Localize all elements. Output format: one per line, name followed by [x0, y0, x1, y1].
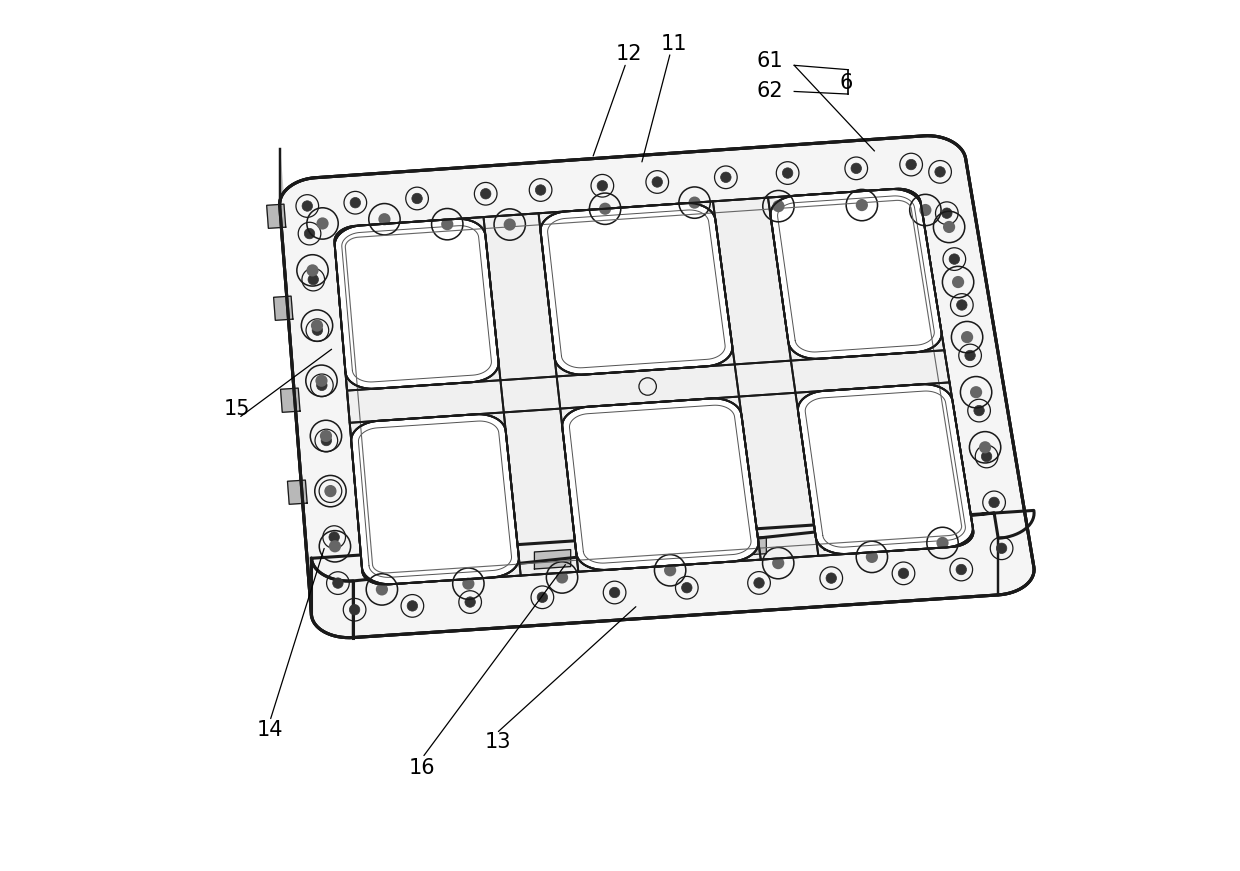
Circle shape — [956, 564, 966, 575]
Circle shape — [303, 201, 312, 212]
Circle shape — [652, 177, 662, 187]
Text: 15: 15 — [223, 400, 250, 419]
Circle shape — [970, 386, 982, 398]
Polygon shape — [797, 384, 973, 554]
Text: 61: 61 — [756, 51, 784, 71]
Circle shape — [898, 568, 909, 578]
Circle shape — [935, 166, 945, 177]
Circle shape — [329, 540, 341, 552]
Circle shape — [312, 325, 322, 335]
Circle shape — [961, 331, 973, 343]
Circle shape — [503, 219, 516, 231]
Circle shape — [465, 597, 475, 607]
Circle shape — [720, 172, 732, 183]
Circle shape — [308, 274, 319, 285]
Polygon shape — [267, 204, 285, 228]
Circle shape — [856, 199, 868, 211]
Circle shape — [537, 592, 548, 603]
Text: 11: 11 — [661, 34, 687, 53]
Circle shape — [315, 375, 327, 387]
Circle shape — [350, 604, 360, 615]
Circle shape — [311, 320, 324, 332]
Circle shape — [316, 380, 327, 390]
Circle shape — [665, 564, 676, 577]
Text: 62: 62 — [756, 82, 784, 101]
Circle shape — [378, 213, 391, 226]
Circle shape — [480, 188, 491, 199]
Polygon shape — [280, 388, 300, 412]
Polygon shape — [335, 189, 973, 584]
Circle shape — [609, 587, 620, 598]
Circle shape — [332, 577, 343, 588]
Circle shape — [952, 276, 965, 288]
Polygon shape — [353, 538, 998, 638]
Text: 12: 12 — [615, 44, 642, 64]
Circle shape — [316, 218, 329, 230]
Circle shape — [441, 218, 454, 230]
Circle shape — [773, 200, 785, 213]
Circle shape — [682, 583, 692, 593]
Circle shape — [919, 204, 931, 216]
Circle shape — [988, 497, 999, 508]
Circle shape — [851, 163, 862, 173]
Polygon shape — [825, 530, 861, 550]
Circle shape — [463, 577, 475, 590]
Polygon shape — [335, 219, 498, 388]
Circle shape — [599, 203, 611, 215]
Circle shape — [942, 221, 955, 233]
Circle shape — [376, 584, 388, 596]
Polygon shape — [440, 556, 476, 575]
Polygon shape — [636, 543, 672, 563]
Polygon shape — [288, 480, 308, 504]
Text: 14: 14 — [257, 720, 283, 739]
Polygon shape — [926, 523, 962, 544]
Circle shape — [321, 436, 331, 446]
Circle shape — [598, 180, 608, 191]
Circle shape — [536, 185, 546, 195]
Circle shape — [826, 573, 837, 584]
Circle shape — [754, 577, 764, 588]
Circle shape — [965, 350, 976, 361]
Polygon shape — [770, 189, 941, 359]
Polygon shape — [541, 203, 733, 375]
Polygon shape — [280, 136, 1034, 638]
Circle shape — [688, 197, 701, 209]
Circle shape — [997, 543, 1007, 553]
Text: 13: 13 — [485, 733, 511, 752]
Circle shape — [556, 571, 568, 584]
Text: 16: 16 — [409, 759, 435, 778]
Circle shape — [782, 168, 792, 179]
Circle shape — [325, 486, 336, 496]
Circle shape — [906, 159, 916, 170]
Circle shape — [407, 601, 418, 611]
Circle shape — [956, 300, 967, 310]
Circle shape — [329, 532, 340, 543]
Circle shape — [941, 208, 952, 219]
Circle shape — [866, 550, 878, 563]
Circle shape — [936, 537, 949, 549]
Polygon shape — [280, 149, 311, 615]
Polygon shape — [562, 398, 759, 570]
Circle shape — [949, 253, 960, 264]
Text: 6: 6 — [839, 73, 853, 92]
Polygon shape — [351, 415, 518, 584]
Circle shape — [973, 405, 985, 415]
Polygon shape — [730, 537, 766, 556]
Circle shape — [981, 451, 992, 462]
Circle shape — [773, 557, 785, 570]
Circle shape — [350, 198, 361, 208]
Polygon shape — [534, 550, 570, 569]
Circle shape — [320, 429, 332, 442]
Circle shape — [304, 228, 315, 239]
Circle shape — [325, 485, 336, 497]
Polygon shape — [274, 296, 293, 321]
Circle shape — [306, 264, 319, 276]
Circle shape — [412, 193, 423, 204]
Circle shape — [980, 442, 991, 454]
